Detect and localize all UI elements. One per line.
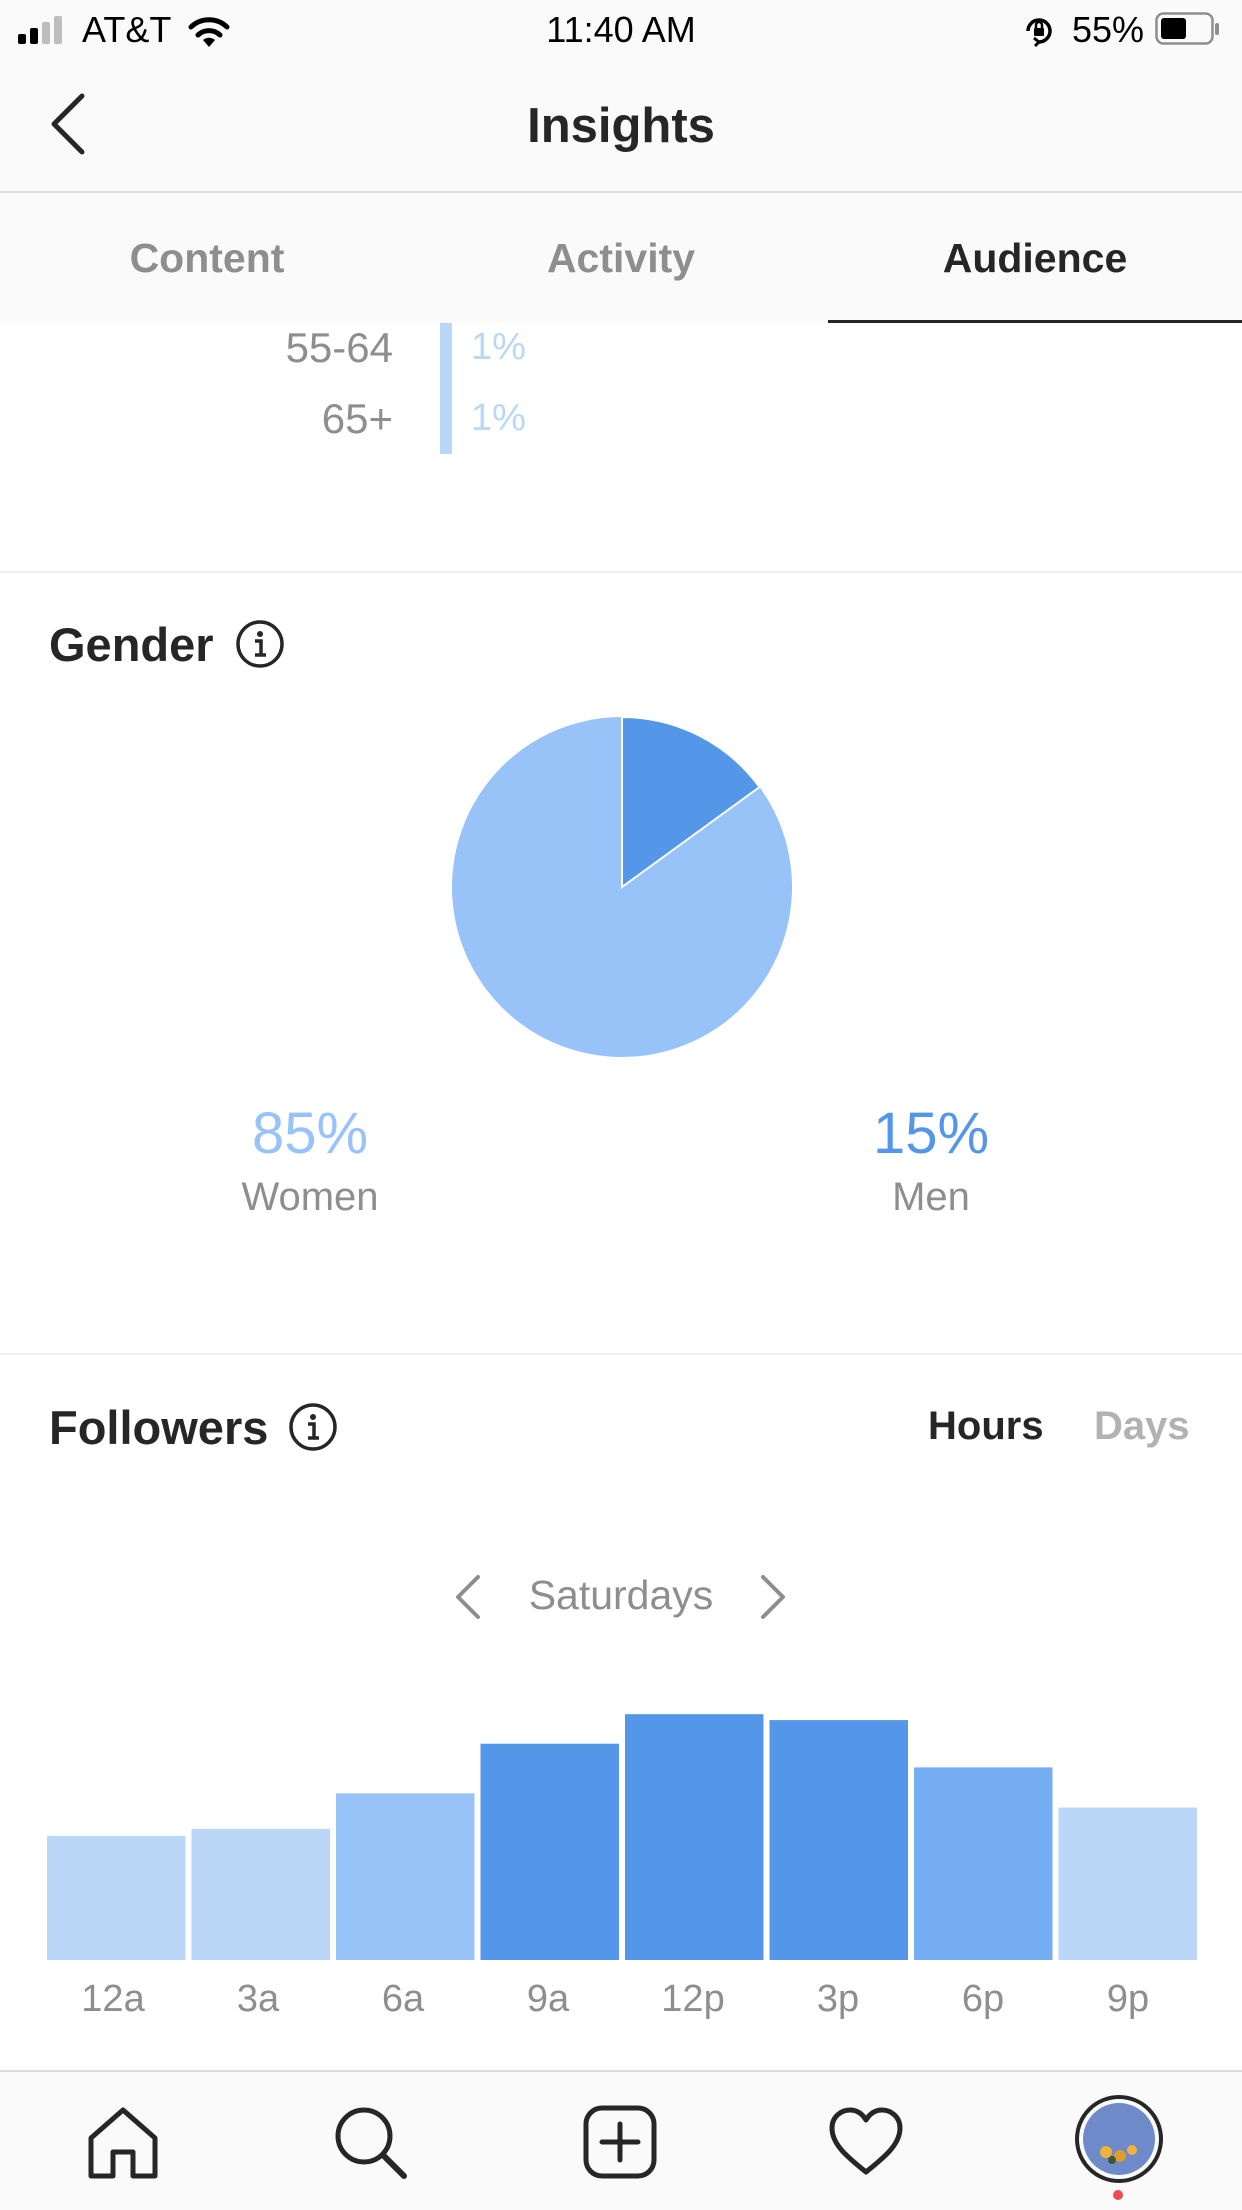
section-divider xyxy=(0,1353,1242,1355)
battery-percent: 55% xyxy=(1072,9,1145,50)
x-axis-label: 6a xyxy=(381,1978,425,2020)
followers-bar-3p xyxy=(769,1720,908,1960)
age-range-label: 65+ xyxy=(321,395,393,442)
activity-heart-icon[interactable] xyxy=(826,2102,906,2182)
followers-bar-12a xyxy=(47,1835,186,1960)
followers-bar-3a xyxy=(191,1828,330,1960)
next-day-button[interactable] xyxy=(753,1572,793,1622)
day-selector-label: Saturdays xyxy=(528,1572,714,1618)
previous-day-button[interactable] xyxy=(448,1572,488,1622)
info-icon[interactable] xyxy=(288,1402,338,1452)
hours-toggle[interactable]: Hours xyxy=(928,1404,1044,1448)
clock: 11:40 AM xyxy=(546,9,696,50)
section-divider xyxy=(0,571,1242,573)
followers-bar-6p xyxy=(914,1767,1053,1960)
orientation-lock-icon xyxy=(1026,18,1052,48)
followers-bar-12p xyxy=(625,1714,764,1960)
tab-content[interactable]: Content xyxy=(129,235,285,281)
search-icon[interactable] xyxy=(330,2102,410,2182)
page-title: Insights xyxy=(527,99,715,153)
home-icon[interactable] xyxy=(83,2102,163,2182)
x-axis-label: 9p xyxy=(1106,1978,1150,2020)
x-axis-label: 3a xyxy=(236,1978,280,2020)
x-axis-label: 6p xyxy=(961,1978,1005,2020)
days-toggle[interactable]: Days xyxy=(1094,1404,1190,1448)
gender-pie-chart xyxy=(452,715,792,1057)
header: Insights xyxy=(0,60,1242,193)
status-bar: AT&T 11:40 AM 55% xyxy=(0,0,1242,60)
gender-title: Gender xyxy=(49,618,214,671)
tab-audience[interactable]: Audience xyxy=(828,193,1242,323)
tab-activity[interactable]: Activity xyxy=(546,235,696,281)
info-icon[interactable] xyxy=(235,619,285,669)
followers-bar-9p xyxy=(1058,1807,1197,1960)
x-axis-label: 12a xyxy=(81,1978,145,2020)
followers-bar-6a xyxy=(336,1793,475,1960)
x-axis-label: 3p xyxy=(816,1978,860,2020)
age-range-bar xyxy=(440,388,452,454)
tab-bar: Content Activity Audience xyxy=(0,193,1242,323)
men-label: Men xyxy=(892,1175,970,1219)
x-axis-label: 9a xyxy=(526,1978,570,2020)
followers-bar-chart xyxy=(47,1714,1197,1960)
bottom-navigation xyxy=(0,2070,1242,2210)
back-button[interactable] xyxy=(40,92,100,156)
age-range-value: 1% xyxy=(471,397,526,439)
women-percent: 85% xyxy=(251,1101,369,1166)
battery-icon xyxy=(1155,12,1219,45)
men-percent: 15% xyxy=(872,1101,990,1166)
new-post-icon[interactable] xyxy=(580,2102,660,2182)
x-axis-label: 12p xyxy=(661,1978,725,2020)
carrier-label: AT&T xyxy=(82,9,172,50)
notification-dot-icon xyxy=(1113,2190,1123,2200)
age-range-value: 1% xyxy=(471,326,526,368)
age-range-bar xyxy=(440,323,452,389)
cellular-signal-icon xyxy=(18,16,70,44)
age-range-label: 55-64 xyxy=(285,324,393,371)
profile-avatar[interactable] xyxy=(1074,2094,1164,2184)
pie-slice-men xyxy=(621,715,761,889)
followers-title: Followers xyxy=(49,1401,269,1454)
wifi-icon xyxy=(188,17,230,47)
women-label: Women xyxy=(241,1175,379,1219)
followers-bar-9a xyxy=(480,1743,619,1960)
